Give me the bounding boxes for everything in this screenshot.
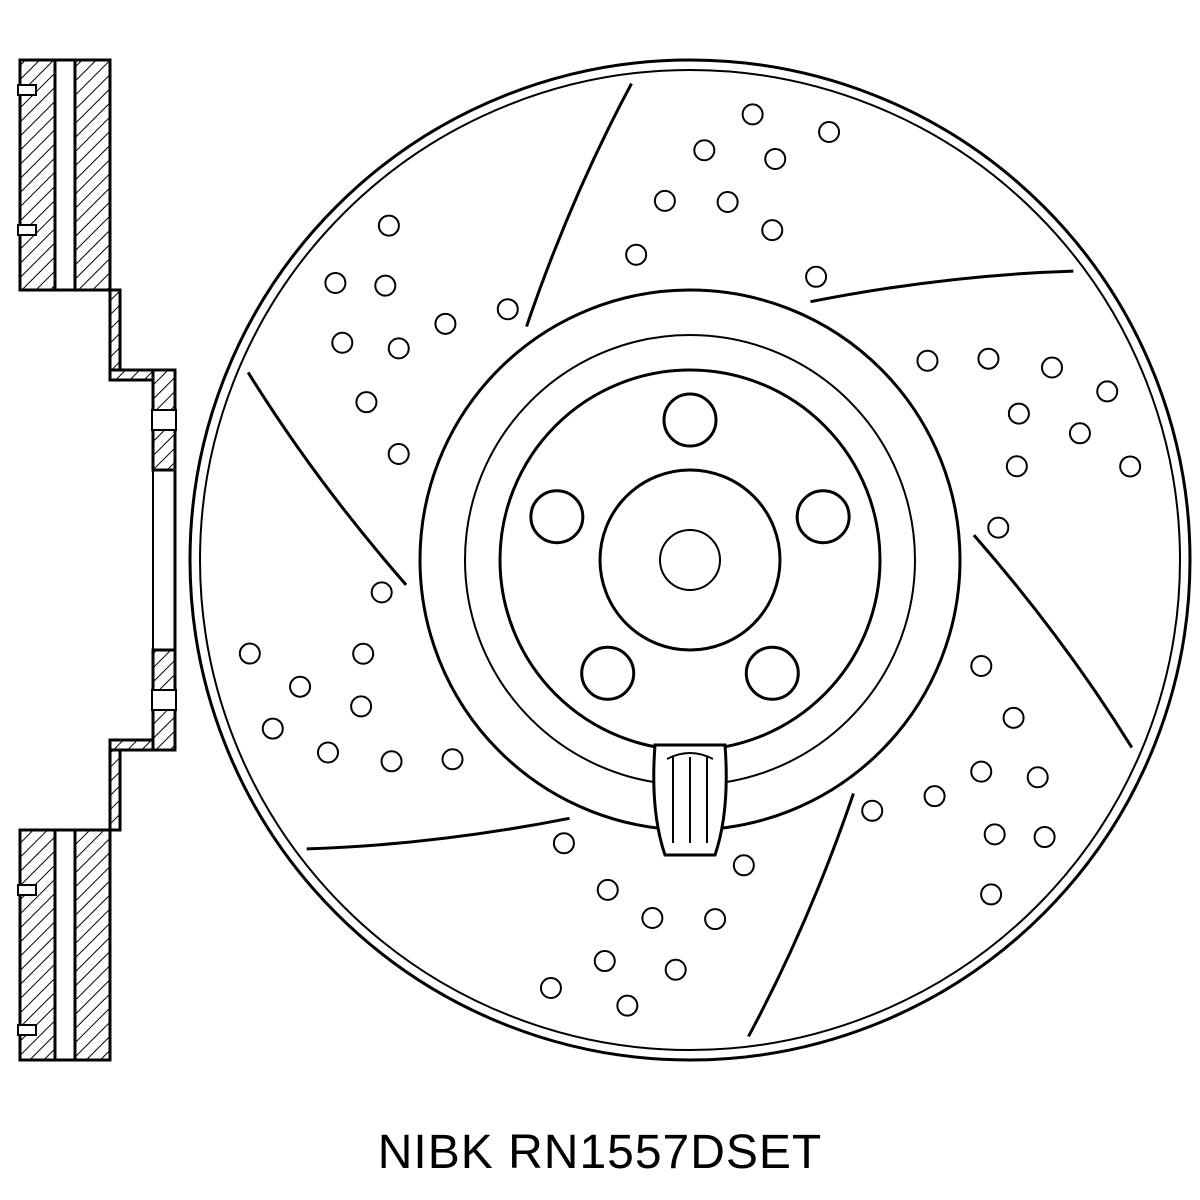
side-profile <box>18 60 176 1060</box>
diagram-container: NIBK RN1557DSET <box>0 0 1200 1200</box>
caption: NIBK RN1557DSET <box>0 1125 1200 1180</box>
brake-disc-drawing <box>0 0 1200 1120</box>
brand-label: NIBK <box>378 1126 494 1179</box>
part-number-label: RN1557DSET <box>508 1126 822 1179</box>
face-view <box>190 60 1190 1060</box>
